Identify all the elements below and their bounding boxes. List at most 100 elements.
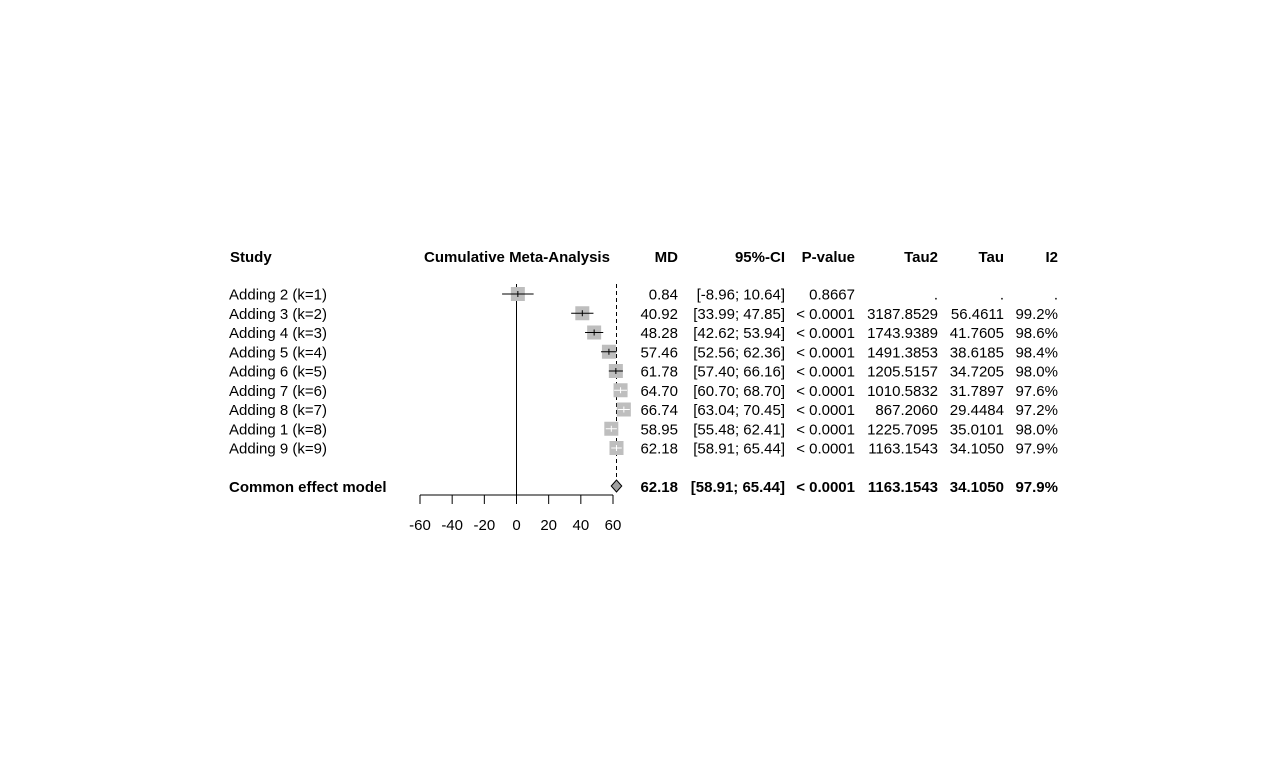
x-tick-label: 0 — [512, 517, 520, 534]
study-label: Adding 9 (k=9) — [229, 441, 327, 458]
ci-value: [58.91; 65.44] — [693, 441, 785, 458]
i2-value: 98.0% — [1015, 421, 1058, 438]
tau-value: 31.7897 — [950, 383, 1004, 400]
x-tick-label: 40 — [572, 517, 589, 534]
i2-value: 97.6% — [1015, 383, 1058, 400]
tau2-value: 1491.3853 — [867, 344, 938, 361]
md-value: 64.70 — [640, 383, 678, 400]
overall-md: 62.18 — [640, 479, 678, 496]
p-value: < 0.0001 — [796, 325, 855, 342]
overall-i2: 97.9% — [1015, 479, 1058, 496]
md-value: 0.84 — [649, 287, 678, 304]
p-value: < 0.0001 — [796, 402, 855, 419]
plot-lines — [516, 284, 618, 495]
md-value: 62.18 — [640, 441, 678, 458]
tau2-value: 867.2060 — [875, 402, 938, 419]
study-label: Adding 7 (k=6) — [229, 383, 327, 400]
tau-value: 56.4611 — [951, 306, 1004, 323]
overall-diamond — [610, 479, 623, 493]
tau2-value: 1205.5157 — [867, 364, 938, 381]
table-row: Adding 2 (k=1) 0.84 [-8.96; 10.64] 0.8667..… — [229, 287, 1058, 304]
ci-value: [60.70; 68.70] — [693, 383, 785, 400]
p-value: 0.8667 — [809, 287, 855, 304]
table-row: Adding 9 (k=9) 62.18 [58.91; 65.44] < 0.000… — [229, 441, 1058, 458]
table-row: Adding 4 (k=3) 48.28 [42.62; 53.94] < 0.000… — [229, 325, 1058, 342]
header-ci: 95%-CI — [735, 249, 785, 266]
overall-tau2: 1163.1543 — [868, 479, 938, 496]
table-row: Adding 8 (k=7) 66.74 [63.04; 70.45] < 0.000… — [229, 402, 1058, 419]
tau-value: 41.7605 — [950, 325, 1004, 342]
x-tick-label: 20 — [540, 517, 557, 534]
ci-value: [33.99; 47.85] — [693, 306, 785, 323]
i2-value: 98.4% — [1015, 344, 1058, 361]
p-value: < 0.0001 — [796, 364, 855, 381]
overall-label: Common effect model — [229, 479, 387, 496]
md-value: 66.74 — [640, 402, 678, 419]
tau2-value: 1163.1543 — [868, 441, 938, 458]
study-rows: Adding 2 (k=1) 0.84 [-8.96; 10.64] 0.8667..… — [229, 287, 1058, 458]
i2-value: 98.0% — [1015, 364, 1058, 381]
study-label: Adding 8 (k=7) — [229, 402, 327, 419]
header-row: Study Cumulative Meta-Analysis MD 95%-CI… — [230, 249, 1058, 266]
table-row: Adding 3 (k=2) 40.92 [33.99; 47.85] < 0.000… — [229, 306, 1058, 323]
header-i2: I2 — [1045, 249, 1058, 266]
i2-value: . — [1054, 287, 1058, 304]
ci-value: [63.04; 70.45] — [693, 402, 785, 419]
tau-value: 35.0101 — [950, 421, 1004, 438]
tau-value: 29.4484 — [950, 402, 1004, 419]
tau2-value: 3187.8529 — [867, 306, 938, 323]
x-tick-label: -20 — [473, 517, 495, 534]
tau2-value: 1743.9389 — [867, 325, 938, 342]
i2-value: 97.2% — [1015, 402, 1058, 419]
overall-p: < 0.0001 — [796, 479, 855, 496]
x-axis: -60 -40 -20 0 20 40 60 — [409, 494, 622, 534]
ci-value: [-8.96; 10.64] — [697, 287, 785, 304]
overall-tau: 34.1050 — [950, 479, 1004, 496]
i2-value: 98.6% — [1015, 325, 1058, 342]
header-tau2: Tau2 — [904, 249, 938, 266]
tau-value: 38.6185 — [950, 344, 1004, 361]
tau-value: 34.1050 — [950, 441, 1004, 458]
x-tick-label: 60 — [605, 517, 622, 534]
tau-value: . — [1000, 287, 1004, 304]
header-md: MD — [655, 249, 678, 266]
md-value: 57.46 — [640, 344, 678, 361]
study-label: Adding 5 (k=4) — [229, 344, 327, 361]
p-value: < 0.0001 — [796, 441, 855, 458]
ci-value: [55.48; 62.41] — [693, 421, 785, 438]
table-row: Adding 6 (k=5) 61.78 [57.40; 66.16] < 0.000… — [229, 364, 1058, 381]
table-row: Adding 5 (k=4) 57.46 [52.56; 62.36] < 0.000… — [229, 344, 1058, 361]
ci-value: [52.56; 62.36] — [693, 344, 785, 361]
study-label: Adding 3 (k=2) — [229, 306, 327, 323]
md-value: 58.95 — [640, 421, 678, 438]
study-label: Adding 6 (k=5) — [229, 364, 327, 381]
p-value: < 0.0001 — [796, 306, 855, 323]
study-label: Adding 1 (k=8) — [229, 421, 327, 438]
table-row: Adding 1 (k=8) 58.95 [55.48; 62.41] < 0.000… — [229, 421, 1058, 438]
md-value: 48.28 — [640, 325, 678, 342]
header-study: Study — [230, 249, 272, 266]
study-label: Adding 4 (k=3) — [229, 325, 327, 342]
header-plot: Cumulative Meta-Analysis — [424, 249, 610, 266]
tau2-value: 1225.7095 — [867, 421, 938, 438]
overall-ci: [58.91; 65.44] — [691, 479, 785, 496]
ci-value: [42.62; 53.94] — [693, 325, 785, 342]
x-tick-label: -60 — [409, 517, 431, 534]
table-row: Adding 7 (k=6) 64.70 [60.70; 68.70] < 0.000… — [229, 383, 1058, 400]
header-tau: Tau — [978, 249, 1004, 266]
header-pvalue: P-value — [802, 249, 855, 266]
i2-value: 99.2% — [1015, 306, 1058, 323]
p-value: < 0.0001 — [796, 383, 855, 400]
study-label: Adding 2 (k=1) — [229, 287, 327, 304]
p-value: < 0.0001 — [796, 344, 855, 361]
tau2-value: . — [934, 287, 938, 304]
tau-value: 34.7205 — [950, 364, 1004, 381]
i2-value: 97.9% — [1015, 441, 1058, 458]
x-tick-label: -40 — [441, 517, 463, 534]
ci-value: [57.40; 66.16] — [693, 364, 785, 381]
p-value: < 0.0001 — [796, 421, 855, 438]
md-value: 40.92 — [640, 306, 678, 323]
md-value: 61.78 — [640, 364, 678, 381]
tau2-value: 1010.5832 — [867, 383, 938, 400]
